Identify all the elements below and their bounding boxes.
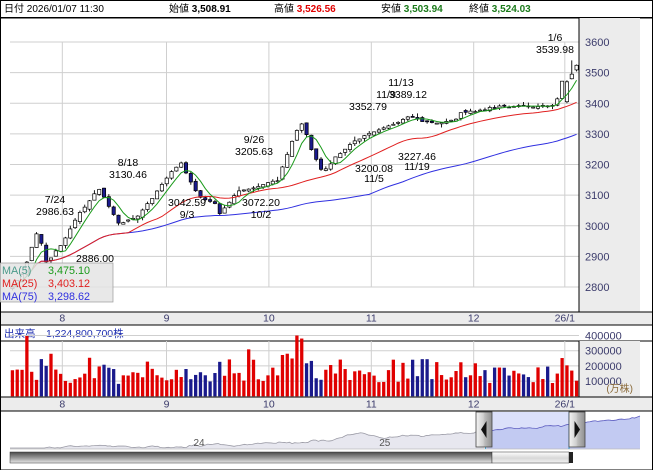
svg-text:8/18: 8/18 — [118, 157, 139, 169]
svg-text:11/19: 11/19 — [404, 161, 430, 173]
svg-text:11/5: 11/5 — [364, 173, 384, 185]
svg-text:9/26: 9/26 — [244, 134, 265, 146]
svg-text:3389.12: 3389.12 — [389, 89, 427, 101]
svg-text:3400: 3400 — [585, 98, 609, 110]
svg-text:始値 3,508.91: 始値 3,508.91 — [169, 2, 231, 15]
svg-text:3200: 3200 — [585, 160, 609, 172]
svg-text:9/3: 9/3 — [180, 209, 195, 221]
svg-text:11: 11 — [366, 399, 377, 411]
svg-text:3100: 3100 — [585, 190, 609, 202]
svg-text:8: 8 — [59, 399, 65, 411]
svg-text:9: 9 — [164, 313, 170, 325]
svg-text:3042.59: 3042.59 — [168, 197, 206, 209]
svg-text:24: 24 — [193, 438, 205, 449]
svg-text:9: 9 — [164, 399, 170, 411]
svg-text:3500: 3500 — [585, 68, 609, 80]
svg-text:安値 3,503.94: 安値 3,503.94 — [381, 2, 443, 15]
svg-text:10: 10 — [263, 399, 275, 411]
svg-text:11: 11 — [366, 313, 377, 325]
svg-text:3,475.10: 3,475.10 — [48, 265, 90, 277]
svg-text:1/6: 1/6 — [548, 32, 563, 44]
svg-text:25: 25 — [379, 438, 391, 449]
svg-text:2800: 2800 — [585, 282, 609, 294]
svg-text:400000: 400000 — [585, 331, 622, 343]
svg-text:3539.98: 3539.98 — [536, 44, 574, 56]
svg-text:3,403.12: 3,403.12 — [48, 278, 90, 290]
svg-text:300000: 300000 — [585, 346, 622, 358]
svg-text:26/1: 26/1 — [555, 399, 576, 411]
svg-text:200000: 200000 — [585, 361, 622, 373]
svg-text:MA(5): MA(5) — [2, 265, 31, 277]
svg-text:3,298.62: 3,298.62 — [48, 291, 90, 303]
svg-text:3600: 3600 — [585, 37, 609, 49]
svg-text:3205.63: 3205.63 — [235, 146, 273, 158]
svg-text:3130.46: 3130.46 — [109, 169, 147, 181]
svg-text:MA(25): MA(25) — [2, 278, 37, 290]
svg-text:2900: 2900 — [585, 251, 609, 263]
svg-text:MA(75): MA(75) — [2, 291, 37, 303]
svg-text:3072.20: 3072.20 — [242, 197, 280, 209]
svg-text:12: 12 — [468, 313, 480, 325]
svg-text:12: 12 — [468, 399, 480, 411]
svg-text:高値 3,526.56: 高値 3,526.56 — [274, 2, 336, 15]
svg-text:終値 3,524.03: 終値 3,524.03 — [469, 2, 531, 15]
svg-text:日付 2026/01/07 11:30: 日付 2026/01/07 11:30 — [4, 2, 104, 15]
svg-text:10: 10 — [263, 313, 275, 325]
svg-text:出来高 1,224,800,700株: 出来高 1,224,800,700株 — [4, 327, 124, 340]
svg-text:10/2: 10/2 — [251, 209, 272, 221]
svg-text:3352.79: 3352.79 — [349, 101, 387, 113]
svg-text:(万株): (万株) — [606, 382, 633, 395]
svg-text:8: 8 — [59, 313, 65, 325]
svg-text:26/1: 26/1 — [555, 313, 576, 325]
svg-text:3300: 3300 — [585, 129, 609, 141]
svg-text:2986.63: 2986.63 — [36, 206, 74, 218]
svg-text:11/13: 11/13 — [388, 77, 414, 89]
svg-text:7/24: 7/24 — [45, 194, 66, 206]
svg-text:3000: 3000 — [585, 221, 609, 233]
